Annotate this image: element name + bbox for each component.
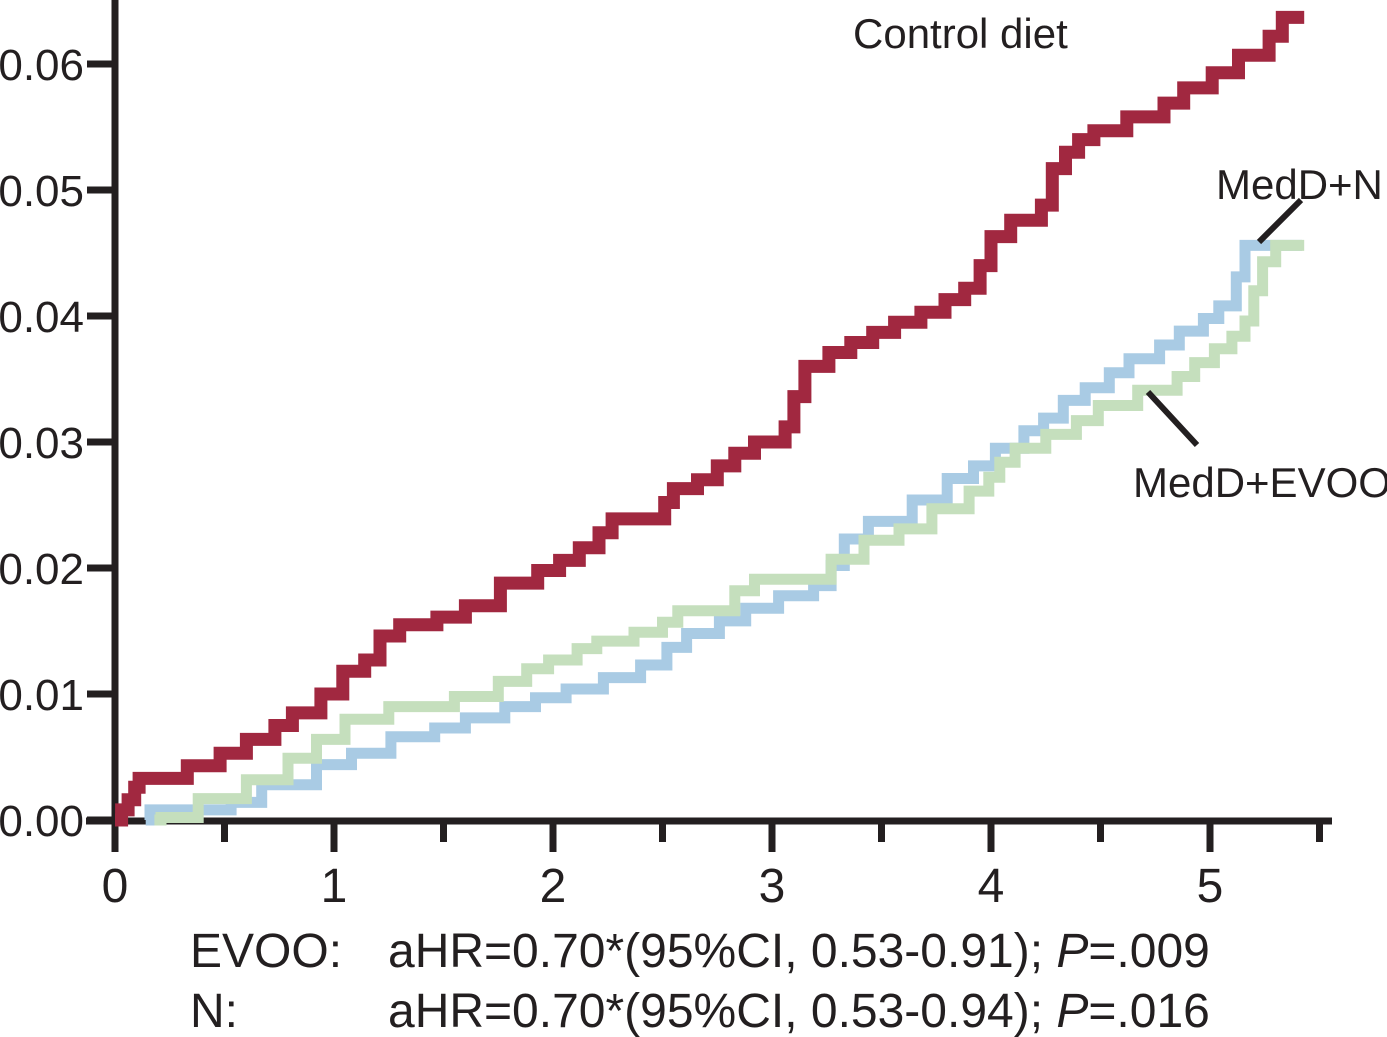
series-line-medd-evoo (154, 239, 1305, 826)
stats-footnote: EVOO: aHR=0.70*(95%CI, 0.53-0.91); P=.00… (190, 922, 1210, 1037)
stats-value-evoo: aHR=0.70*(95%CI, 0.53-0.91); P=.009 (388, 925, 1210, 978)
series-line-control-diet (115, 10, 1305, 827)
p-symbol-italic: P (1056, 925, 1089, 978)
stats-value-n: aHR=0.70*(95%CI, 0.53-0.94); P=.016 (388, 985, 1210, 1037)
stats-label-evoo: EVOO: (190, 925, 343, 978)
p-symbol-italic: P (1056, 985, 1089, 1037)
stats-label-n: N: (190, 985, 238, 1037)
series-label-medd-n: MedD+N (1216, 161, 1383, 208)
leader-line-medd-evoo (1145, 389, 1200, 448)
y-tick-label: 0.01 (0, 671, 84, 720)
y-tick-label: 0.06 (0, 41, 84, 90)
x-tick-label: 0 (102, 860, 129, 913)
stats-row-n: N: aHR=0.70*(95%CI, 0.53-0.94); P=.016 (190, 982, 1210, 1037)
series-label-medd-evoo: MedD+EVOO (1133, 459, 1387, 506)
y-tick-label: 0.04 (0, 293, 84, 342)
series-line-medd-n (144, 239, 1302, 826)
y-tick-label: 0.00 (0, 797, 84, 846)
y-tick-label: 0.02 (0, 545, 84, 594)
x-tick-label: 1 (321, 860, 348, 913)
x-tick-label: 3 (759, 860, 786, 913)
x-tick-label: 2 (540, 860, 567, 913)
stats-row-evoo: EVOO: aHR=0.70*(95%CI, 0.53-0.91); P=.00… (190, 922, 1210, 982)
x-tick-label: 5 (1197, 860, 1224, 913)
x-tick-label: 4 (978, 860, 1005, 913)
y-tick-label: 0.05 (0, 167, 84, 216)
leader-line-medd-n (1256, 197, 1304, 245)
series-label-control-diet: Control diet (853, 10, 1068, 57)
y-tick-label: 0.03 (0, 419, 84, 468)
